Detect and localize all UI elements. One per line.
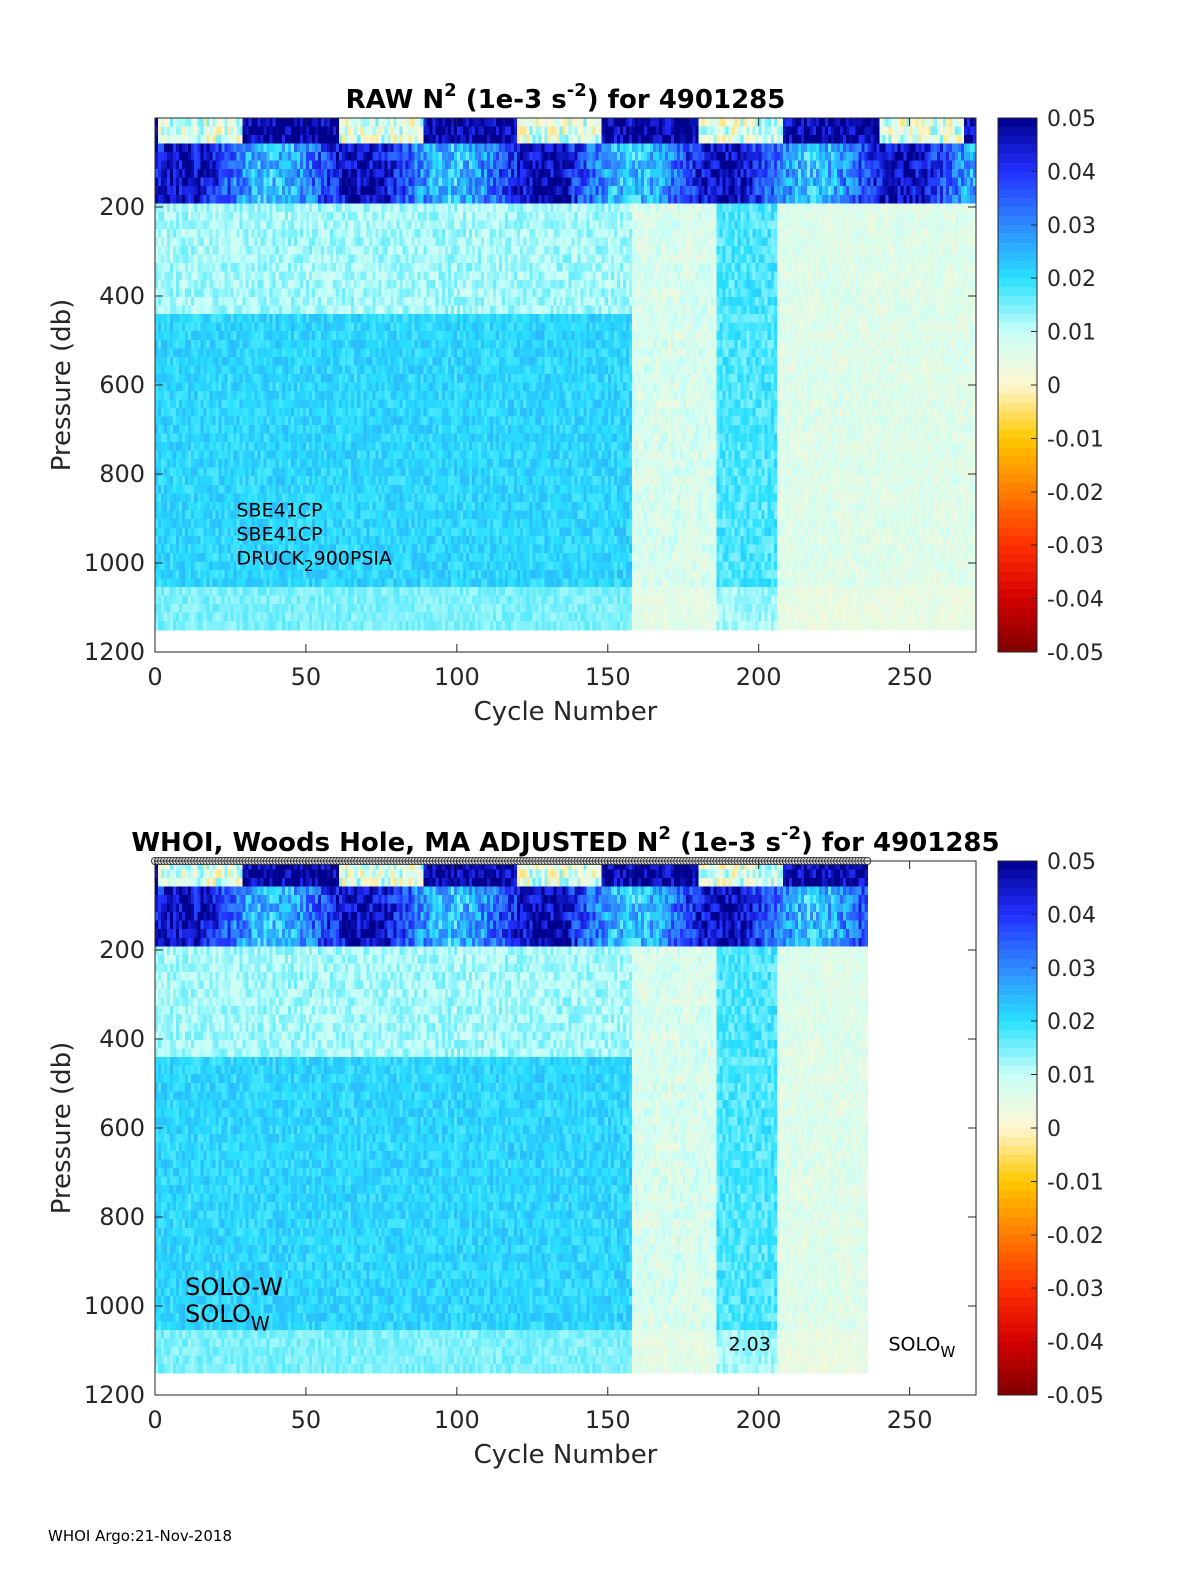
raw-panel: 0 50 100 150 200 25020040060080010001200Cycle… bbox=[47, 80, 977, 727]
